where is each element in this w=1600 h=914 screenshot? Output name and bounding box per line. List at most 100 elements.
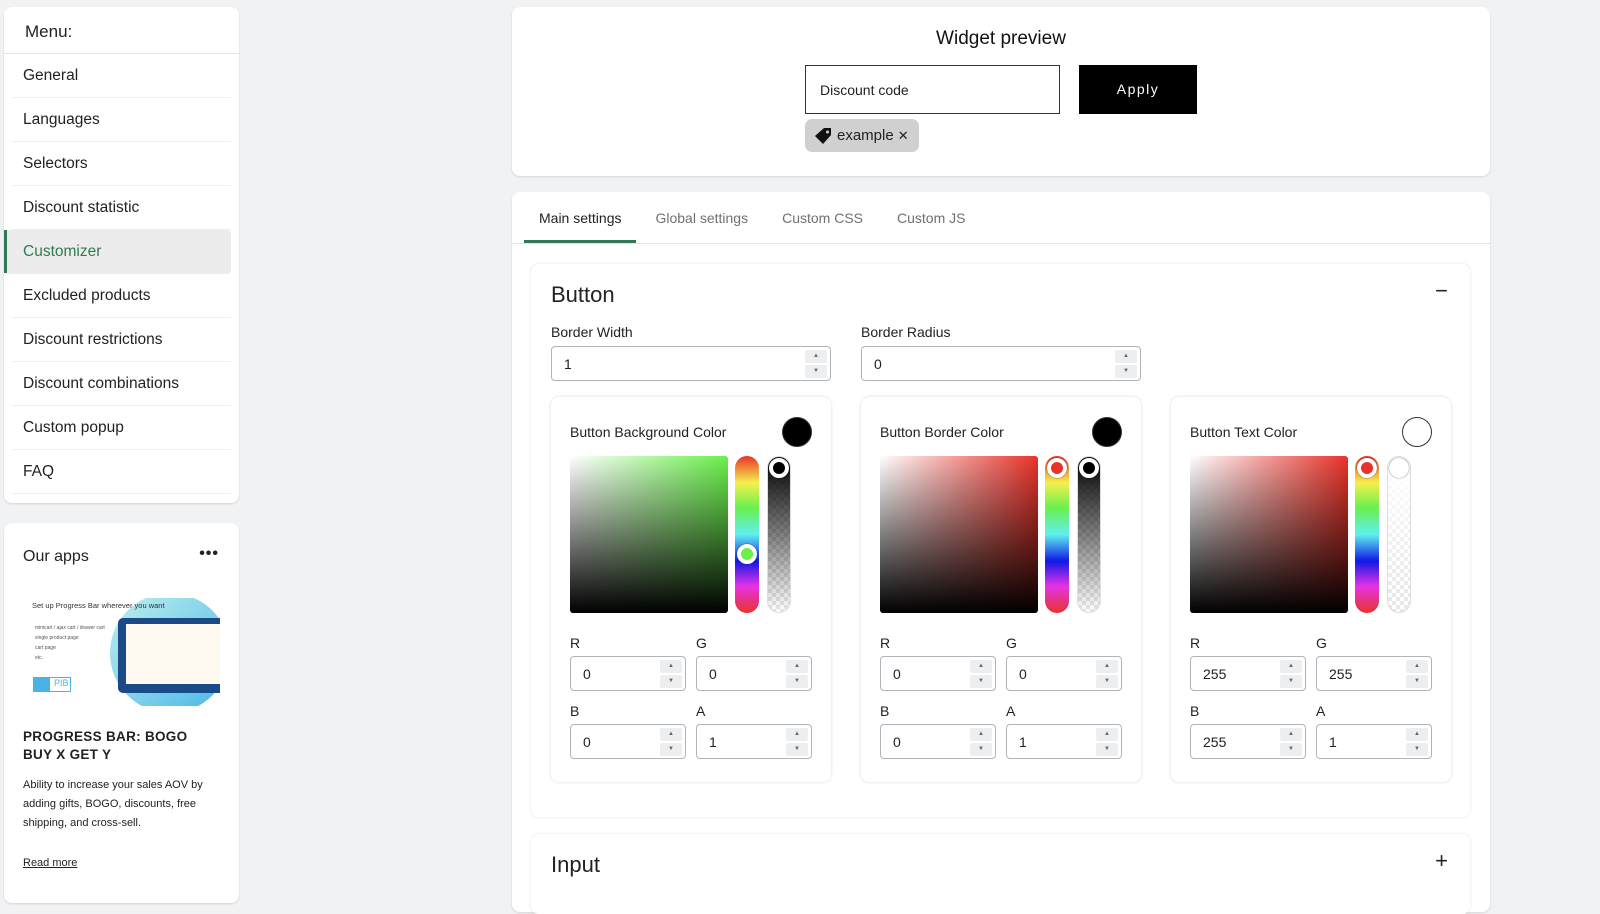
color-swatch[interactable] (1402, 417, 1432, 447)
r-input[interactable]: 0 ▲ ▼ (570, 656, 686, 691)
b-input[interactable]: 0 ▲ ▼ (570, 724, 686, 759)
stepper[interactable]: ▲ ▼ (970, 728, 992, 756)
sidebar-item-label: Discount statistic (23, 198, 140, 216)
alpha-slider[interactable] (767, 456, 791, 613)
stepper[interactable]: ▲ ▼ (660, 660, 682, 688)
sidebar-item[interactable]: Discount combinations (12, 362, 231, 406)
app-description: Ability to increase your sales AOV by ad… (23, 779, 203, 829)
expand-icon[interactable]: + (1435, 848, 1448, 873)
sidebar-item-label: Excluded products (23, 286, 151, 304)
stepper[interactable]: ▲ ▼ (1096, 660, 1118, 688)
stepper[interactable]: ▲ ▼ (805, 350, 827, 378)
stepper[interactable]: ▲ ▼ (786, 728, 808, 756)
promo-bullet: cart page (35, 645, 56, 651)
b-value: 0 (893, 733, 901, 750)
a-label: A (1006, 703, 1016, 719)
sidebar-item[interactable]: Selectors (12, 142, 231, 186)
promo-headline: Set up Progress Bar wherever you want (32, 601, 165, 610)
sidebar-item-label: Selectors (23, 154, 88, 172)
tab[interactable]: Global settings (655, 210, 749, 226)
sidebar-item[interactable]: FAQ (12, 450, 231, 494)
hue-handle[interactable] (1047, 457, 1067, 478)
hue-handle[interactable] (737, 543, 757, 564)
g-input[interactable]: 0 ▲ ▼ (696, 656, 812, 691)
border-width-value: 1 (564, 355, 572, 372)
ellipsis-icon[interactable]: ••• (199, 545, 219, 562)
sidebar-item-label: Languages (23, 110, 100, 128)
g-value: 255 (1329, 665, 1353, 682)
collapse-icon[interactable]: − (1435, 278, 1448, 303)
promo-bullet: single product page (35, 635, 79, 641)
stepper[interactable]: ▲ ▼ (1280, 728, 1302, 756)
a-input[interactable]: 1 ▲ ▼ (1316, 724, 1432, 759)
r-input[interactable]: 255 ▲ ▼ (1190, 656, 1306, 691)
alpha-handle[interactable] (769, 458, 789, 478)
color-swatch[interactable] (1092, 417, 1122, 447)
a-input[interactable]: 1 ▲ ▼ (1006, 724, 1122, 759)
g-value: 0 (1019, 665, 1027, 682)
alpha-slider[interactable] (1387, 456, 1411, 613)
stepper[interactable]: ▲ ▼ (1115, 350, 1137, 378)
hue-slider[interactable] (735, 456, 759, 613)
sidebar-item-label: Discount restrictions (23, 330, 163, 348)
r-input[interactable]: 0 ▲ ▼ (880, 656, 996, 691)
alpha-handle[interactable] (1079, 458, 1099, 478)
r-label: R (570, 635, 581, 651)
stepper[interactable]: ▲ ▼ (660, 728, 682, 756)
sidebar-item[interactable]: Customizer (4, 230, 231, 274)
widget-preview-card: Widget preview Discount code Apply examp… (512, 7, 1490, 176)
hue-slider[interactable] (1045, 456, 1069, 613)
stepper[interactable]: ▲ ▼ (1406, 660, 1428, 688)
button-section: Button − Border Width 1 ▲ ▼ Border Radius … (531, 264, 1470, 817)
a-input[interactable]: 1 ▲ ▼ (696, 724, 812, 759)
color-picker: Button Border Color R G 0 ▲ ▼ 0 ▲ ▼ B A 0 ▲ ▼ … (861, 397, 1141, 782)
stepper[interactable]: ▲ ▼ (1096, 728, 1118, 756)
sidebar-item[interactable]: Discount restrictions (12, 318, 231, 362)
color-swatch[interactable] (782, 417, 812, 447)
alpha-handle[interactable] (1389, 458, 1409, 478)
a-value: 1 (709, 733, 717, 750)
r-label: R (880, 635, 891, 651)
border-radius-input[interactable]: 0 ▲ ▼ (861, 346, 1141, 381)
stepper[interactable]: ▲ ▼ (1280, 660, 1302, 688)
saturation-area[interactable] (1190, 456, 1348, 613)
stepper[interactable]: ▲ ▼ (1406, 728, 1428, 756)
stepper[interactable]: ▲ ▼ (970, 660, 992, 688)
hue-slider[interactable] (1355, 456, 1379, 613)
b-input[interactable]: 255 ▲ ▼ (1190, 724, 1306, 759)
stepper[interactable]: ▲ ▼ (786, 660, 808, 688)
read-more-link[interactable]: Read more (23, 857, 78, 869)
g-label: G (696, 635, 707, 651)
alpha-slider[interactable] (1077, 456, 1101, 613)
g-input[interactable]: 255 ▲ ▼ (1316, 656, 1432, 691)
sidebar-item[interactable]: Languages (12, 98, 231, 142)
app-promo-image[interactable]: Set up Progress Bar wherever you want mi… (23, 598, 220, 706)
saturation-area[interactable] (880, 456, 1038, 613)
promo-bullet: etc. (35, 655, 44, 661)
discount-tag: example ✕ (805, 119, 919, 152)
sidebar-item[interactable]: Discount statistic (12, 186, 231, 230)
tag-remove-icon[interactable]: ✕ (897, 127, 909, 143)
tab[interactable]: Custom CSS (782, 210, 864, 226)
b-label: B (880, 703, 890, 719)
saturation-area[interactable] (570, 456, 728, 613)
widget-preview-title: Widget preview (936, 28, 1066, 49)
g-input[interactable]: 0 ▲ ▼ (1006, 656, 1122, 691)
menu-title: Menu: (4, 7, 239, 54)
settings-card: Main settings Global settings Custom CSS Cu… (512, 192, 1490, 914)
color-label: Button Background Color (570, 424, 727, 440)
b-label: B (570, 703, 580, 719)
tab[interactable]: Custom JS (897, 210, 966, 226)
border-width-input[interactable]: 1 ▲ ▼ (551, 346, 831, 381)
menu-card: Menu: General Languages Selectors Discount … (4, 7, 239, 503)
sidebar-item[interactable]: Custom popup (12, 406, 231, 450)
tab[interactable]: Main settings (524, 192, 637, 243)
sidebar-item[interactable]: Excluded products (12, 274, 231, 318)
discount-code-input[interactable]: Discount code (805, 65, 1060, 114)
hue-handle[interactable] (1357, 457, 1377, 478)
border-radius-label: Border Radius (861, 324, 951, 340)
sidebar-item[interactable]: General (12, 54, 231, 98)
apply-button[interactable]: Apply (1079, 65, 1197, 114)
b-input[interactable]: 0 ▲ ▼ (880, 724, 996, 759)
a-label: A (696, 703, 706, 719)
